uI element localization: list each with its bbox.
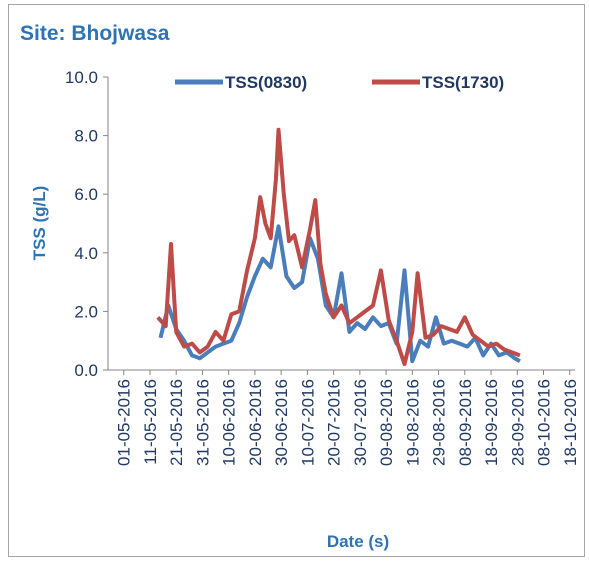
- x-tick-label: 10-06-2016: [220, 379, 239, 466]
- y-tick-label: 4.0: [74, 244, 98, 263]
- x-tick-label: 11-05-2016: [141, 379, 160, 465]
- legend-label: TSS(1730): [422, 73, 504, 92]
- y-axis-label: TSS (g/L): [30, 186, 49, 261]
- x-tick-label: 10-07-2016: [298, 379, 317, 466]
- y-tick-label: 2.0: [74, 302, 98, 321]
- y-tick-label: 0.0: [74, 361, 98, 380]
- x-tick-label: 29-08-2016: [430, 379, 449, 466]
- x-tick-label: 01-05-2016: [115, 379, 134, 466]
- x-axis-label: Date (s): [327, 532, 389, 551]
- x-tick-label: 18-10-2016: [561, 379, 580, 466]
- y-tick-label: 6.0: [74, 185, 98, 204]
- x-tick-label: 20-07-2016: [325, 379, 344, 466]
- x-tick-label: 30-07-2016: [351, 379, 370, 466]
- x-tick-label: 30-06-2016: [272, 379, 291, 466]
- x-tick-label: 31-05-2016: [193, 379, 212, 466]
- x-tick-label: 21-05-2016: [167, 379, 186, 466]
- line-series: [158, 224, 521, 364]
- x-tick-label: 08-09-2016: [456, 379, 475, 466]
- x-tick-label: 08-10-2016: [535, 379, 554, 466]
- line-series: [156, 127, 521, 367]
- chart-title: Site: Bhojwasa: [20, 22, 170, 45]
- y-tick-label: 10.0: [65, 68, 98, 87]
- x-tick-label: 18-09-2016: [482, 379, 501, 466]
- y-tick-label: 8.0: [74, 127, 98, 146]
- legend-label: TSS(0830): [225, 73, 307, 92]
- chart-frame: [8, 4, 585, 557]
- x-tick-label: 19-08-2016: [403, 379, 422, 466]
- x-tick-label: 09-08-2016: [377, 379, 396, 466]
- x-tick-label: 20-06-2016: [246, 379, 265, 466]
- x-tick-label: 28-09-2016: [508, 379, 527, 466]
